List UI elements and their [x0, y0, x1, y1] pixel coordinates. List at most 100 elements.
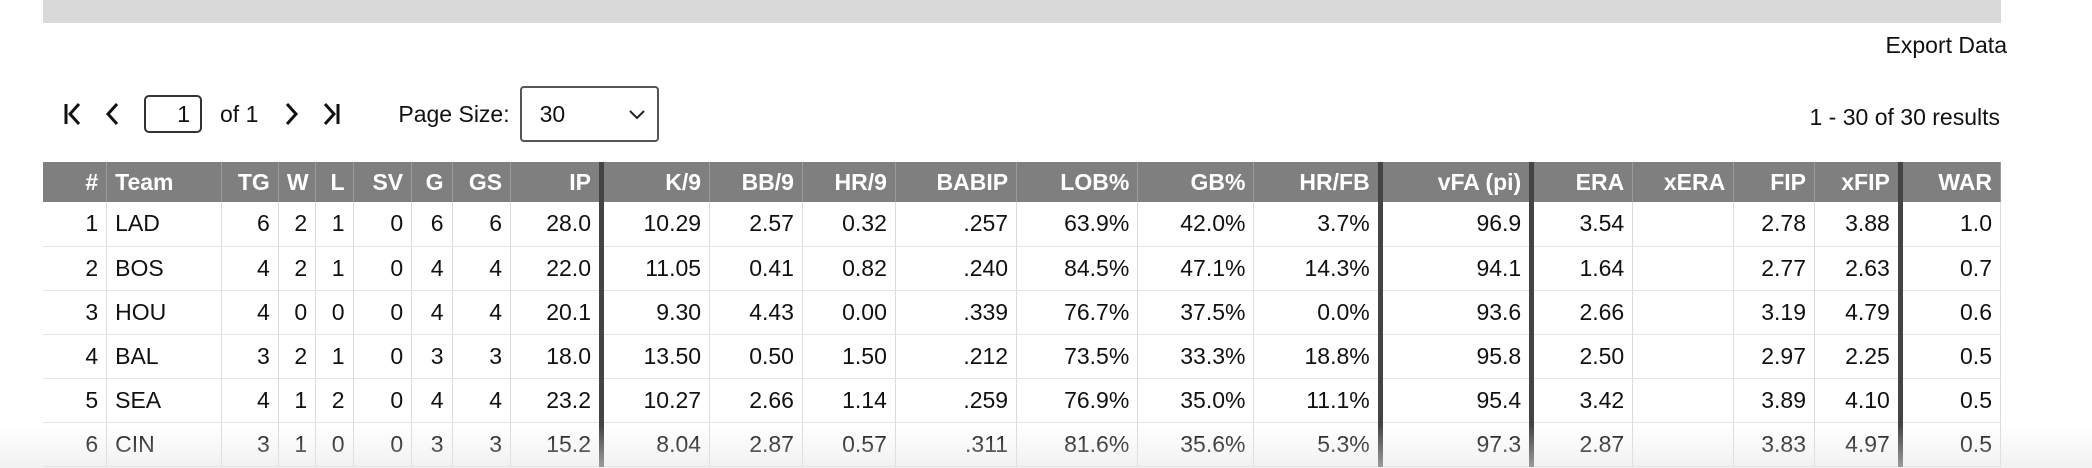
- table-cell: 95.4: [1380, 378, 1535, 423]
- column-header[interactable]: LOB%: [1016, 162, 1139, 202]
- table-cell: 2.57: [709, 202, 803, 247]
- column-header[interactable]: K/9: [601, 162, 711, 202]
- table-cell: 3: [221, 334, 279, 379]
- table-cell: 0.5: [1900, 378, 2002, 423]
- team-cell[interactable]: LAD: [106, 202, 223, 247]
- column-header[interactable]: Team: [106, 162, 223, 202]
- table-cell: [1632, 202, 1735, 247]
- table-cell: 6: [411, 202, 453, 247]
- table-cell: .212: [895, 334, 1018, 379]
- column-header[interactable]: FIP: [1733, 162, 1815, 202]
- pagination-controls: of 1 Page Size: 30: [60, 86, 659, 142]
- export-data-link[interactable]: Export Data: [1885, 32, 2007, 58]
- column-header[interactable]: GB%: [1137, 162, 1255, 202]
- column-header[interactable]: IP: [510, 162, 604, 202]
- table-cell: 2: [43, 246, 108, 291]
- table-cell: 0: [353, 290, 413, 335]
- table-cell: 33.3%: [1137, 334, 1255, 379]
- table-body: 1 LAD 6 2 1 0 6 6 28.0 10.29 2.57 0.32.257 63.9% 42.0…: [43, 202, 2002, 467]
- table-cell: 2: [278, 202, 317, 247]
- table-cell: 2: [278, 334, 317, 379]
- team-cell[interactable]: HOU: [106, 290, 223, 335]
- first-page-button[interactable]: [60, 94, 90, 134]
- top-bar: [43, 0, 2001, 23]
- table-cell: 2.66: [709, 378, 803, 423]
- chevron-down-icon: [628, 110, 645, 120]
- table-cell: 1: [315, 334, 354, 379]
- table-cell: 35.6%: [1137, 422, 1255, 467]
- column-header[interactable]: ERA: [1531, 162, 1634, 202]
- table-row: 2 BOS 4 2 1 0 4 4 22.0 11.05 0.41 0.82.240 84.5% 47.1…: [43, 246, 2002, 291]
- column-header[interactable]: G: [411, 162, 453, 202]
- table-cell: 13.50: [601, 334, 711, 379]
- table-cell: 1: [315, 246, 354, 291]
- table-cell: 14.3%: [1253, 246, 1383, 291]
- table-cell: 81.6%: [1016, 422, 1139, 467]
- table-cell: 2.50: [1531, 334, 1634, 379]
- table-cell: 76.9%: [1016, 378, 1139, 423]
- table-cell: 42.0%: [1137, 202, 1255, 247]
- table-cell: 0.32: [802, 202, 896, 247]
- table-cell: 3: [452, 334, 512, 379]
- column-header[interactable]: HR/9: [802, 162, 896, 202]
- table-cell: 10.29: [601, 202, 711, 247]
- table-cell: 1.50: [802, 334, 896, 379]
- column-header[interactable]: TG: [221, 162, 279, 202]
- table-cell: 37.5%: [1137, 290, 1255, 335]
- table-cell: 47.1%: [1137, 246, 1255, 291]
- table-cell: 6: [43, 422, 108, 467]
- table-cell: 23.2: [510, 378, 604, 423]
- table-cell: 0.5: [1900, 422, 2002, 467]
- team-cell[interactable]: BAL: [106, 334, 223, 379]
- table-cell: .257: [895, 202, 1018, 247]
- column-header[interactable]: #: [43, 162, 108, 202]
- column-header[interactable]: xERA: [1632, 162, 1735, 202]
- table-cell: 0.7: [1900, 246, 2002, 291]
- table-cell: 2.97: [1733, 334, 1815, 379]
- first-page-icon: [64, 102, 81, 126]
- table-cell: 11.1%: [1253, 378, 1383, 423]
- page-number-input[interactable]: [144, 95, 202, 133]
- table-cell: 4: [221, 290, 279, 335]
- table-cell: 0: [315, 290, 354, 335]
- table-row: 1 LAD 6 2 1 0 6 6 28.0 10.29 2.57 0.32.257 63.9% 42.0…: [43, 202, 2002, 247]
- table-cell: 2.77: [1733, 246, 1815, 291]
- next-page-icon: [286, 102, 299, 126]
- table-cell: 5.3%: [1253, 422, 1383, 467]
- team-cell[interactable]: SEA: [106, 378, 223, 423]
- page-size-select[interactable]: 30: [519, 86, 659, 142]
- table-cell: 95.8: [1380, 334, 1535, 379]
- table-cell: 0: [353, 246, 413, 291]
- column-header[interactable]: WAR: [1900, 162, 2002, 202]
- prev-page-button[interactable]: [98, 94, 128, 134]
- column-header[interactable]: BB/9: [709, 162, 803, 202]
- table-cell: 4.97: [1814, 422, 1903, 467]
- table-cell: 93.6: [1380, 290, 1535, 335]
- column-header[interactable]: W: [278, 162, 317, 202]
- table-cell: 4.79: [1814, 290, 1903, 335]
- column-header[interactable]: HR/FB: [1253, 162, 1383, 202]
- column-header[interactable]: BABIP: [895, 162, 1018, 202]
- team-cell[interactable]: BOS: [106, 246, 223, 291]
- team-cell[interactable]: CIN: [106, 422, 223, 467]
- table-cell: 4: [411, 246, 453, 291]
- last-page-button[interactable]: [314, 94, 344, 134]
- column-header[interactable]: L: [315, 162, 354, 202]
- table-cell: 0: [353, 334, 413, 379]
- next-page-button[interactable]: [276, 94, 306, 134]
- table-cell: 2: [315, 378, 354, 423]
- table-cell: 3.83: [1733, 422, 1815, 467]
- table-cell: 96.9: [1380, 202, 1535, 247]
- column-header[interactable]: SV: [353, 162, 413, 202]
- table-cell: .259: [895, 378, 1018, 423]
- column-header[interactable]: vFA (pi): [1380, 162, 1535, 202]
- table-row: 3 HOU 4 0 0 0 4 4 20.1 9.30 4.43 0.00.339 76.7% 37.5%…: [43, 290, 2002, 335]
- column-header[interactable]: xFIP: [1814, 162, 1903, 202]
- table-cell: 0: [353, 202, 413, 247]
- table-cell: 8.04: [601, 422, 711, 467]
- column-header[interactable]: GS: [452, 162, 512, 202]
- page-size-value: 30: [539, 100, 566, 127]
- table-cell: 0: [353, 422, 413, 467]
- table-cell: 0: [278, 290, 317, 335]
- table-cell: 0.57: [802, 422, 896, 467]
